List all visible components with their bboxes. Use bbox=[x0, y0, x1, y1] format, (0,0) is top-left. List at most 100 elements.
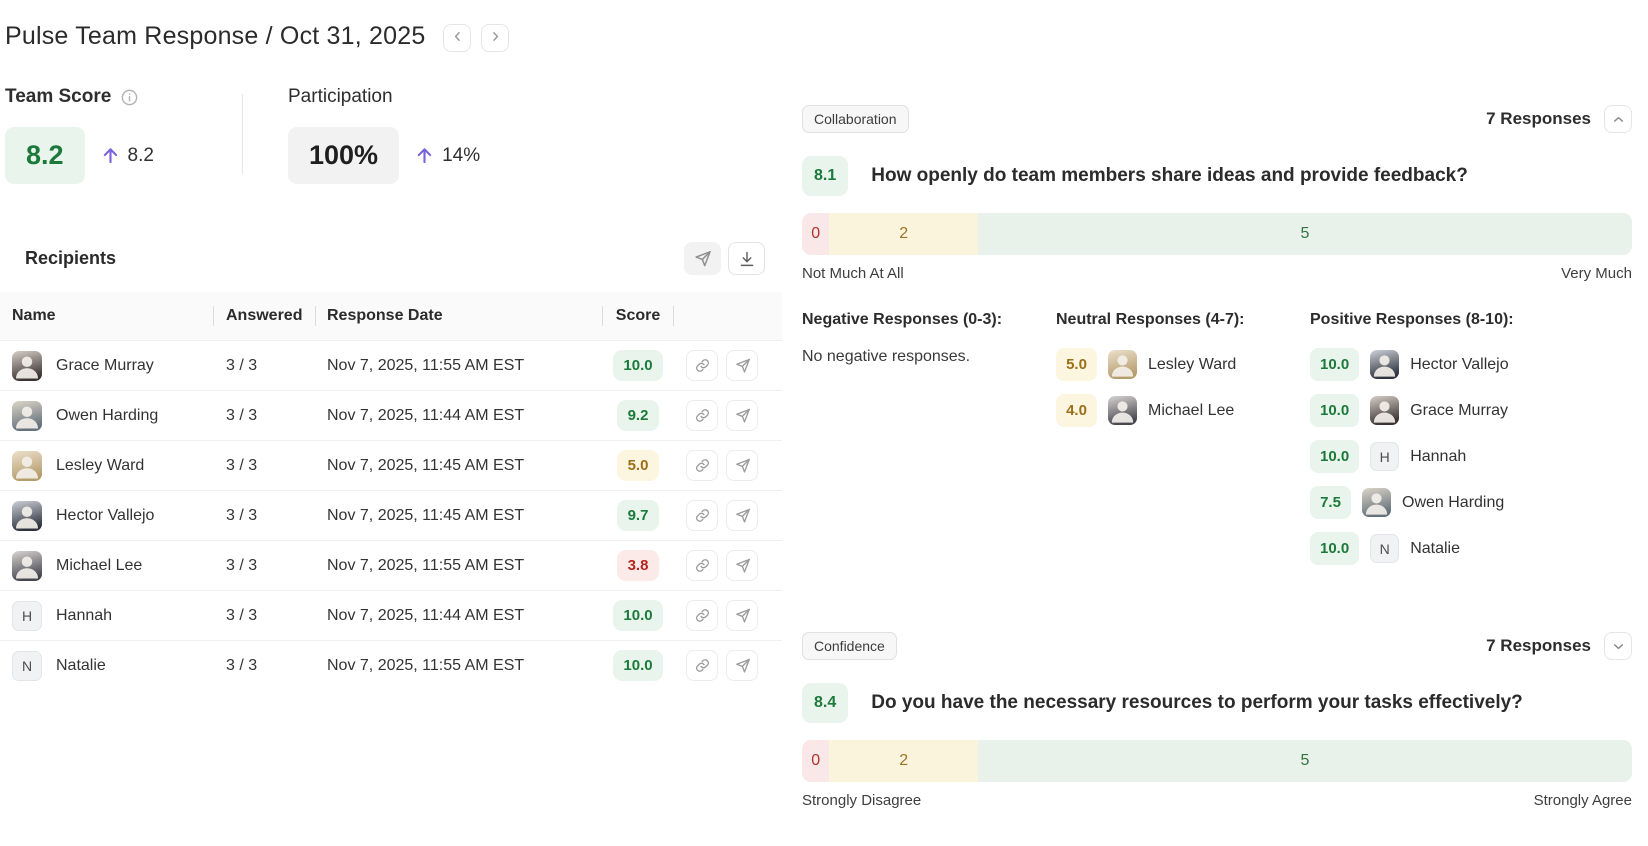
copy-link-button[interactable] bbox=[686, 600, 718, 632]
send-reminder-button[interactable] bbox=[726, 550, 758, 582]
responses-count: 7 Responses bbox=[1486, 632, 1632, 660]
person-icon bbox=[1108, 350, 1137, 379]
question-row: 8.1 How openly do team members share idea… bbox=[802, 156, 1632, 196]
recipient-name: Owen Harding bbox=[56, 406, 159, 424]
participation-value-row: 100% 14% bbox=[288, 127, 480, 185]
response-date-cell: Nov 7, 2025, 11:55 AM EST bbox=[327, 556, 525, 574]
send-reminder-button[interactable] bbox=[726, 450, 758, 482]
paper-plane-icon bbox=[693, 249, 712, 268]
paper-plane-icon bbox=[734, 557, 751, 574]
download-button[interactable] bbox=[728, 242, 765, 276]
scale-labels: Strongly Disagree Strongly Agree bbox=[802, 792, 1632, 809]
send-reminder-button[interactable] bbox=[726, 350, 758, 382]
link-icon bbox=[694, 657, 711, 674]
respondent-name: Lesley Ward bbox=[1148, 355, 1237, 373]
table-row: Michael Lee 3 / 3 Nov 7, 2025, 11:55 AM ES… bbox=[0, 540, 782, 590]
person-icon bbox=[12, 451, 42, 481]
response-score-badge: 10.0 bbox=[1310, 348, 1360, 381]
answered-cell: 3 / 3 bbox=[226, 656, 258, 674]
collapse-button[interactable] bbox=[1604, 105, 1632, 133]
avatar bbox=[12, 350, 42, 381]
person-icon bbox=[12, 401, 42, 431]
response-score-badge: 10.0 bbox=[1310, 532, 1360, 565]
download-icon bbox=[738, 250, 756, 268]
copy-link-button[interactable] bbox=[686, 500, 718, 532]
answered-cell: 3 / 3 bbox=[226, 606, 258, 624]
respondent-name: Natalie bbox=[1410, 539, 1461, 557]
question-row: 8.4 Do you have the necessary resources t… bbox=[802, 683, 1632, 723]
score-badge: 10.0 bbox=[613, 600, 663, 632]
distribution-segment-positive: 5 bbox=[977, 740, 1632, 782]
row-actions bbox=[674, 350, 782, 382]
group-negative: Negative Responses (0-3): No negative res… bbox=[802, 311, 1056, 578]
score-cell: 10.0 bbox=[602, 350, 674, 382]
answered-cell: 3 / 3 bbox=[226, 456, 258, 474]
category-tag: Confidence bbox=[802, 632, 897, 660]
recipient-name-cell: H Hannah bbox=[0, 600, 213, 631]
prev-period-button[interactable] bbox=[443, 24, 472, 52]
score-cell: 5.0 bbox=[602, 450, 674, 482]
recipient-name-cell: Hector Vallejo bbox=[0, 500, 213, 531]
copy-link-button[interactable] bbox=[686, 450, 718, 482]
group-title: Negative Responses (0-3): bbox=[802, 311, 1003, 328]
respondent-name: Grace Murray bbox=[1410, 401, 1508, 419]
answered-cell: 3 / 3 bbox=[226, 556, 258, 574]
next-period-button[interactable] bbox=[481, 24, 510, 52]
question-average-score: 8.1 bbox=[802, 156, 849, 196]
recipient-name: Grace Murray bbox=[56, 356, 154, 374]
response-date-cell: Nov 7, 2025, 11:44 AM EST bbox=[327, 406, 525, 424]
copy-link-button[interactable] bbox=[686, 350, 718, 382]
scale-label-right: Strongly Agree bbox=[1533, 792, 1632, 809]
arrow-up-icon bbox=[414, 145, 435, 166]
recipients-title: Recipients bbox=[25, 248, 117, 269]
group-response-item: 4.0 Michael Lee bbox=[1056, 394, 1310, 427]
link-icon bbox=[694, 607, 711, 624]
avatar bbox=[12, 550, 42, 581]
send-reminder-button[interactable] bbox=[726, 650, 758, 682]
send-reminder-button[interactable] bbox=[726, 400, 758, 432]
score-cell: 3.8 bbox=[602, 550, 674, 582]
avatar bbox=[12, 400, 42, 431]
question-average-score: 8.4 bbox=[802, 683, 849, 723]
link-icon bbox=[694, 457, 711, 474]
avatar bbox=[1362, 488, 1391, 517]
person-icon bbox=[12, 501, 42, 531]
responses-label: 7 Responses bbox=[1486, 109, 1591, 128]
avatar bbox=[12, 500, 42, 531]
avatar bbox=[1108, 396, 1137, 425]
avatar: N bbox=[1370, 534, 1400, 563]
score-badge: 9.2 bbox=[617, 400, 659, 432]
link-icon bbox=[694, 507, 711, 524]
response-score-badge: 4.0 bbox=[1056, 394, 1097, 427]
send-reminder-button[interactable] bbox=[726, 500, 758, 532]
paper-plane-icon bbox=[734, 457, 751, 474]
row-actions bbox=[674, 400, 782, 432]
left-panel: Pulse Team Response / Oct 31, 2025 Team … bbox=[0, 0, 782, 690]
team-score-label-row: Team Score bbox=[5, 86, 242, 108]
scale-labels: Not Much At All Very Much bbox=[802, 265, 1632, 282]
send-reminder-button[interactable] bbox=[726, 600, 758, 632]
avatar bbox=[1108, 350, 1137, 379]
recipient-name: Lesley Ward bbox=[56, 456, 145, 474]
recipient-name-cell: Owen Harding bbox=[0, 400, 213, 431]
copy-link-button[interactable] bbox=[686, 400, 718, 432]
row-actions bbox=[674, 600, 782, 632]
person-icon bbox=[1108, 396, 1137, 425]
send-reminder-button[interactable] bbox=[684, 242, 721, 276]
responses-label: 7 Responses bbox=[1486, 636, 1591, 655]
link-icon bbox=[694, 357, 711, 374]
title-row: Pulse Team Response / Oct 31, 2025 bbox=[0, 0, 782, 52]
person-icon bbox=[1370, 350, 1399, 379]
copy-link-button[interactable] bbox=[686, 650, 718, 682]
paper-plane-icon bbox=[734, 507, 751, 524]
recipient-name-cell: Michael Lee bbox=[0, 550, 213, 581]
team-score-delta: 8.2 bbox=[100, 145, 154, 167]
row-actions bbox=[674, 500, 782, 532]
table-header: Name Answered Response Date Score bbox=[0, 292, 782, 341]
copy-link-button[interactable] bbox=[686, 550, 718, 582]
person-icon bbox=[1370, 396, 1399, 425]
respondent-name: Michael Lee bbox=[1148, 401, 1235, 419]
info-icon[interactable] bbox=[120, 88, 139, 107]
group-response-item: 10.0 Hector Vallejo bbox=[1310, 348, 1632, 381]
expand-button[interactable] bbox=[1604, 632, 1632, 660]
